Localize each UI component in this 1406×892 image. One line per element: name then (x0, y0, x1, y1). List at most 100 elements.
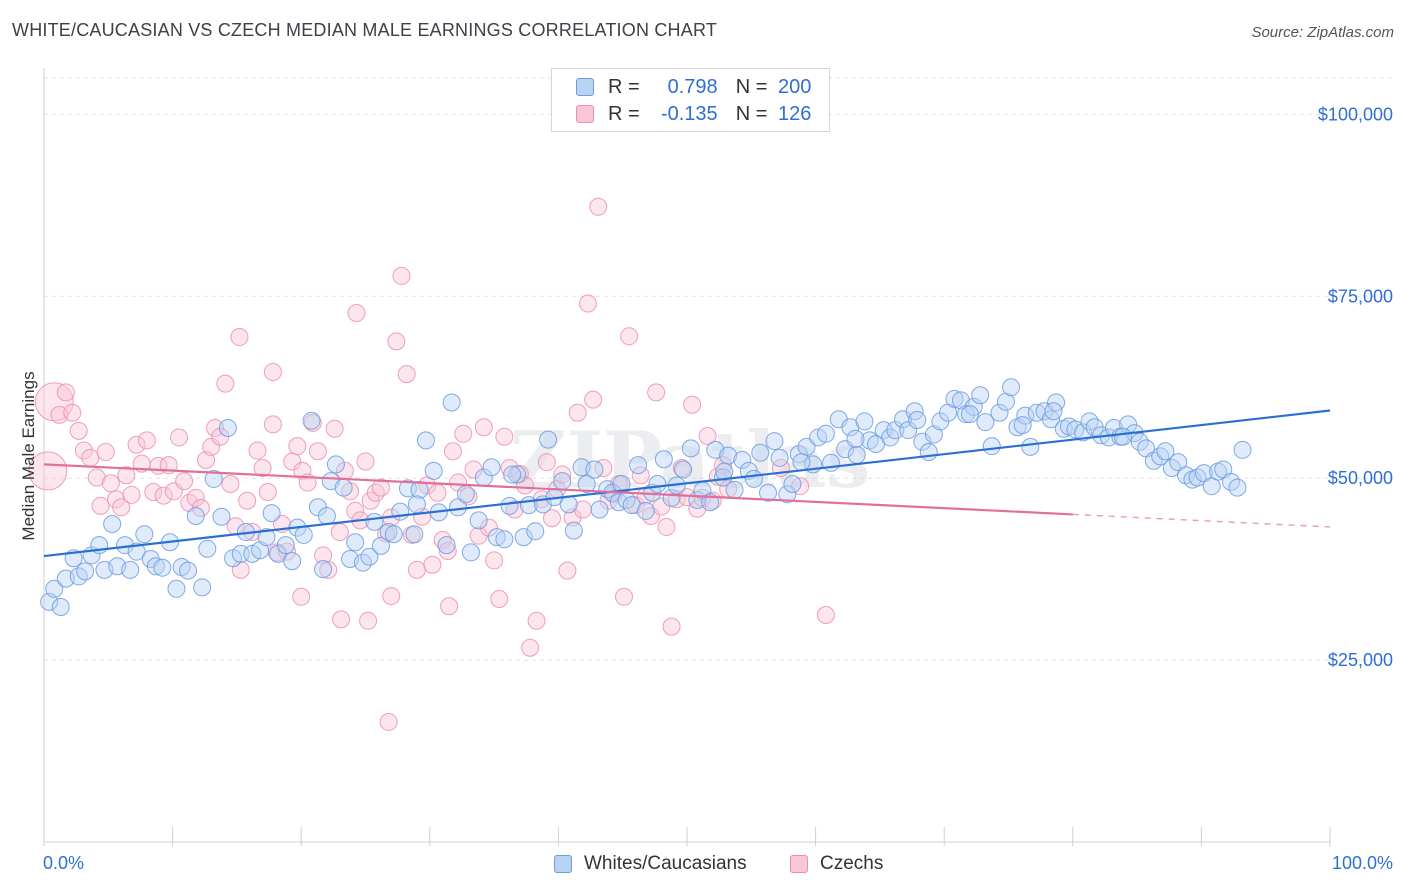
whites-point (1130, 432, 1149, 451)
whites-point (539, 430, 558, 449)
whites-point (770, 448, 789, 467)
whites-point (186, 507, 205, 526)
whites-point (945, 389, 964, 408)
whites-point (121, 560, 140, 579)
czechs-point (423, 555, 442, 574)
czechs-point (392, 266, 411, 285)
y-tick-label: $50,000 (1328, 468, 1393, 488)
czechs-point (537, 453, 556, 472)
czechs-point (314, 546, 333, 565)
whites-point (822, 453, 841, 472)
czechs-point (356, 452, 375, 471)
y-tick-label: $25,000 (1328, 650, 1393, 670)
whites-point (919, 442, 938, 461)
y-tick-label: $100,000 (1318, 104, 1393, 124)
whites-point (416, 431, 435, 450)
czechs-n-value: 126 (778, 102, 812, 125)
whites-point (371, 536, 390, 555)
whites-point (759, 483, 778, 502)
whites-point (410, 480, 429, 499)
whites-point (816, 424, 835, 443)
czechs-point (127, 435, 146, 454)
czechs-legend-label: Czechs (820, 853, 884, 874)
czechs-point (216, 374, 235, 393)
czechs-point (428, 483, 447, 502)
whites-point (391, 502, 410, 521)
whites-point (744, 469, 763, 488)
whites-point (982, 437, 1001, 456)
czechs-point (332, 610, 351, 629)
czechs-point (474, 418, 493, 437)
whites-point (976, 413, 995, 432)
czechs-point (69, 421, 88, 440)
whites-point (674, 460, 693, 479)
whites-point (590, 500, 609, 519)
whites-point (971, 386, 990, 405)
whites-point (257, 528, 276, 547)
czechs-point (440, 597, 459, 616)
czechs-point (620, 327, 639, 346)
czechs-point (63, 403, 82, 422)
whites-point (384, 525, 403, 544)
x-tick-label-min: 0.0% (43, 853, 84, 873)
czechs-point (248, 441, 267, 460)
whites-point (1002, 378, 1021, 397)
whites-point (167, 579, 186, 598)
y-tick-labels: $25,000 $50,000 $75,000 $100,000 (1318, 104, 1393, 670)
legend-row-whites: R = 0.798 N = 200 (576, 74, 811, 100)
whites-legend-label: Whites/Caucasians (584, 853, 747, 874)
czechs-point (263, 362, 282, 381)
czechs-point (117, 466, 136, 485)
czechs-point (454, 424, 473, 443)
whites-point (76, 562, 95, 581)
whites-point (334, 478, 353, 497)
whites-point (508, 465, 527, 484)
whites-point (360, 547, 379, 566)
czechs-point (485, 551, 504, 570)
czechs-point (490, 589, 509, 608)
whites-point (629, 456, 648, 475)
trend-lines (43, 409, 1331, 558)
whites-point (326, 455, 345, 474)
czechs-point (91, 496, 110, 515)
czechs-point (186, 488, 205, 507)
czechs-point (319, 560, 338, 579)
czechs-point (816, 605, 835, 624)
whites-point (442, 393, 461, 412)
czechs-point (144, 483, 163, 502)
czechs-point (438, 541, 457, 560)
czechs-point (347, 304, 366, 323)
whites-point (553, 472, 572, 491)
whites-point (500, 496, 519, 515)
whites-point (908, 410, 927, 429)
czechs-point (594, 459, 613, 478)
whites-point (960, 405, 979, 424)
czechs-legend-swatch (790, 855, 808, 873)
y-tick-label: $75,000 (1328, 286, 1393, 306)
czechs-point (258, 483, 277, 502)
czechs-point (443, 442, 462, 461)
whites-point (1013, 416, 1032, 435)
czechs-point (206, 418, 225, 437)
czechs-point (382, 587, 401, 606)
czechs-point (263, 415, 282, 434)
whites-point (146, 557, 165, 576)
whites-point (218, 418, 237, 437)
czechs-point (221, 475, 240, 494)
whites-point (783, 475, 802, 494)
whites-point (1113, 427, 1132, 446)
whites-point (636, 501, 655, 520)
whites-point (193, 578, 212, 597)
whites-point (276, 536, 295, 555)
whites-point (617, 491, 636, 510)
czechs-point (558, 561, 577, 580)
bottom-legend-czechs: Czechs (790, 852, 883, 876)
czechs-point (230, 328, 249, 347)
whites-point (487, 528, 506, 547)
whites-point (577, 475, 596, 494)
whites-point (503, 465, 522, 484)
whites-point (855, 412, 874, 431)
whites-point (204, 469, 223, 488)
whites-point (198, 539, 217, 558)
whites-point (135, 525, 154, 544)
